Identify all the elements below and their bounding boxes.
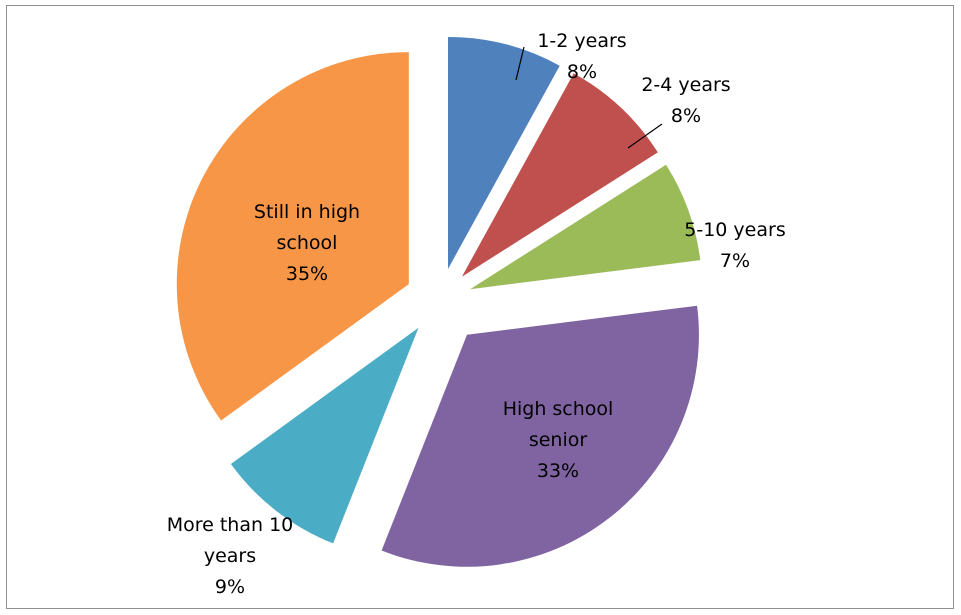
slice-label-line: 1-2 years [537, 30, 626, 52]
pie-slice-5 [176, 52, 409, 421]
pie-slice-1 [461, 73, 658, 277]
leader-line-1 [627, 123, 663, 149]
slice-label-line: school [277, 232, 338, 254]
slice-label-line: years [204, 545, 256, 567]
slice-label-line: Still in high [254, 201, 360, 223]
slice-label-line: 2-4 years [641, 74, 730, 96]
slice-label-line: High school [503, 398, 614, 420]
slice-label-1: 2-4 years 8% [641, 74, 730, 127]
slice-label-line: More than 10 [167, 514, 294, 536]
slice-label-line: 5-10 years [684, 219, 785, 241]
pie-slice-0 [448, 37, 560, 269]
slice-label-line: senior [529, 429, 588, 451]
slice-label-line: 33% [537, 460, 579, 482]
slice-label-5: Still in high school 35% [254, 201, 360, 285]
slice-label-line: 8% [671, 105, 701, 127]
pie-slice-3 [381, 305, 699, 567]
slice-label-line: 9% [215, 576, 245, 598]
slice-label-3: High school senior 33% [503, 398, 614, 482]
pie-slice-2 [470, 164, 701, 290]
slice-label-line: 7% [720, 250, 750, 272]
slice-label-line: 35% [286, 263, 328, 285]
slice-label-2: 5-10 years 7% [684, 219, 785, 272]
slice-label-line: 8% [567, 61, 597, 83]
slice-label-4: More than 10 years 9% [167, 514, 294, 598]
pie-slice-4 [230, 327, 419, 544]
slice-label-0: 1-2 years 8% [537, 30, 626, 83]
leader-line-0 [515, 46, 525, 81]
